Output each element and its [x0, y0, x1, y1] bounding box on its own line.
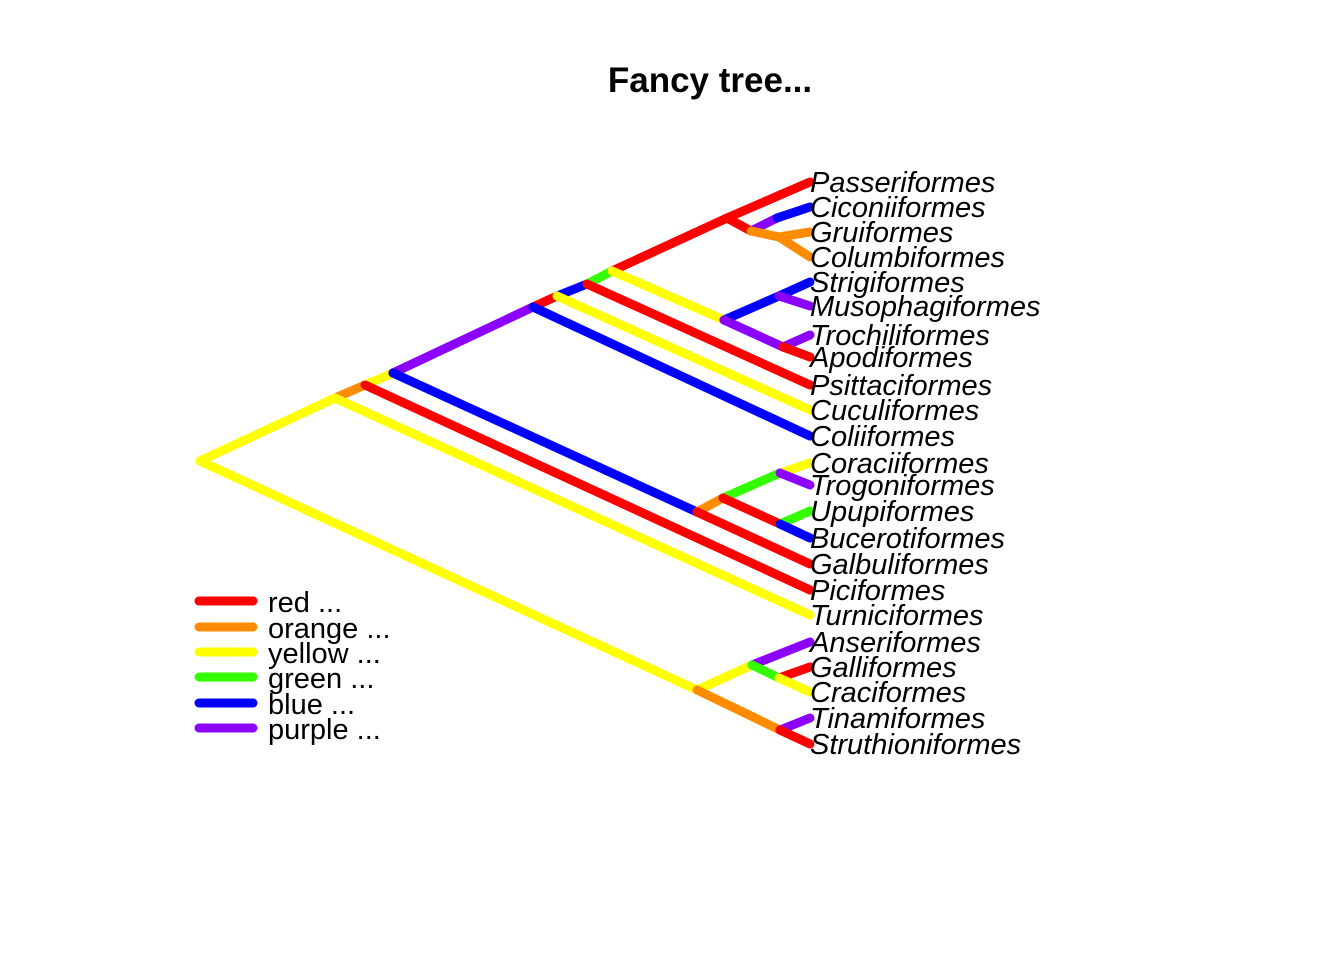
tree-branches [195, 177, 815, 749]
branch-segment [388, 368, 702, 517]
tip-label: Apodiformes [808, 342, 973, 374]
legend-label-yellow: yellow ... [268, 638, 381, 670]
tip-label: Bucerotiformes [810, 523, 1005, 555]
tip-label: Galliformes [810, 652, 957, 684]
branch-segment [388, 302, 538, 378]
branch-segment [195, 393, 340, 466]
tip-label: Trogoniformes [810, 470, 995, 502]
branch-segment [195, 456, 702, 695]
tip-label: Coraciiformes [810, 448, 989, 480]
branch-segment [692, 685, 785, 735]
branch-segment [774, 232, 815, 262]
branch-segment [722, 213, 756, 236]
tip-label: Cuculiformes [810, 395, 979, 427]
tip-label: Struthioniformes [810, 729, 1021, 761]
branch-segment [775, 725, 815, 749]
branch-segment [746, 226, 784, 242]
figure-title: Fancy tree... [608, 61, 812, 100]
tip-label: Galbuliformes [810, 549, 989, 581]
branch-segment [719, 291, 784, 325]
legend-label-blue: blue ... [268, 689, 355, 721]
tip-label: Craciformes [810, 677, 966, 709]
branch-segment [718, 468, 785, 503]
branch-segment [552, 291, 815, 415]
branch-segment [582, 279, 815, 390]
tip-label: Anseriformes [808, 627, 981, 659]
branch-segment [528, 302, 815, 441]
legend-label-green: green ... [268, 663, 374, 695]
branch-segment [774, 291, 815, 311]
branch-segment [692, 507, 815, 569]
tip-label: Gruiformes [810, 217, 953, 249]
tip-label: Piciformes [810, 575, 945, 607]
tip-label: Psittaciformes [810, 370, 992, 402]
branch-segment [778, 342, 815, 362]
branch-segment [719, 315, 788, 352]
tip-label: Passeriformes [810, 167, 995, 199]
branch-segment [774, 673, 815, 697]
tip-label: Columbiformes [810, 242, 1005, 274]
legend-label-purple: purple ... [268, 714, 381, 746]
tip-label: Strigiformes [810, 267, 965, 299]
tip-labels: PasseriformesCiconiiformesGruiformesColu… [808, 167, 1041, 761]
branch-segment [775, 519, 815, 543]
branch-segment [722, 177, 815, 223]
branch-segment [330, 393, 815, 620]
tip-label: Musophagiformes [810, 291, 1041, 323]
tip-label: Coliiformes [810, 421, 955, 453]
tip-label: Tinamiformes [810, 703, 985, 735]
branch-segment [360, 380, 815, 595]
branch-segment [692, 660, 757, 695]
branch-segment [772, 202, 815, 223]
tip-label: Ciconiiformes [810, 192, 986, 224]
legend-label-red: red ... [268, 587, 342, 619]
tip-label: Trochiliformes [810, 320, 990, 352]
legend-label-orange: orange ... [268, 613, 391, 645]
branch-segment [607, 266, 729, 325]
branch-segment [607, 213, 732, 276]
branch-segment [718, 493, 785, 529]
branch-segment [747, 660, 784, 683]
branch-segment [775, 468, 815, 490]
branch-segment [747, 637, 815, 670]
tip-label: Upupiformes [810, 496, 974, 528]
legend: red ...orange ...yellow ...green ...blue… [194, 587, 391, 746]
tip-label: Turniciformes [810, 600, 984, 632]
